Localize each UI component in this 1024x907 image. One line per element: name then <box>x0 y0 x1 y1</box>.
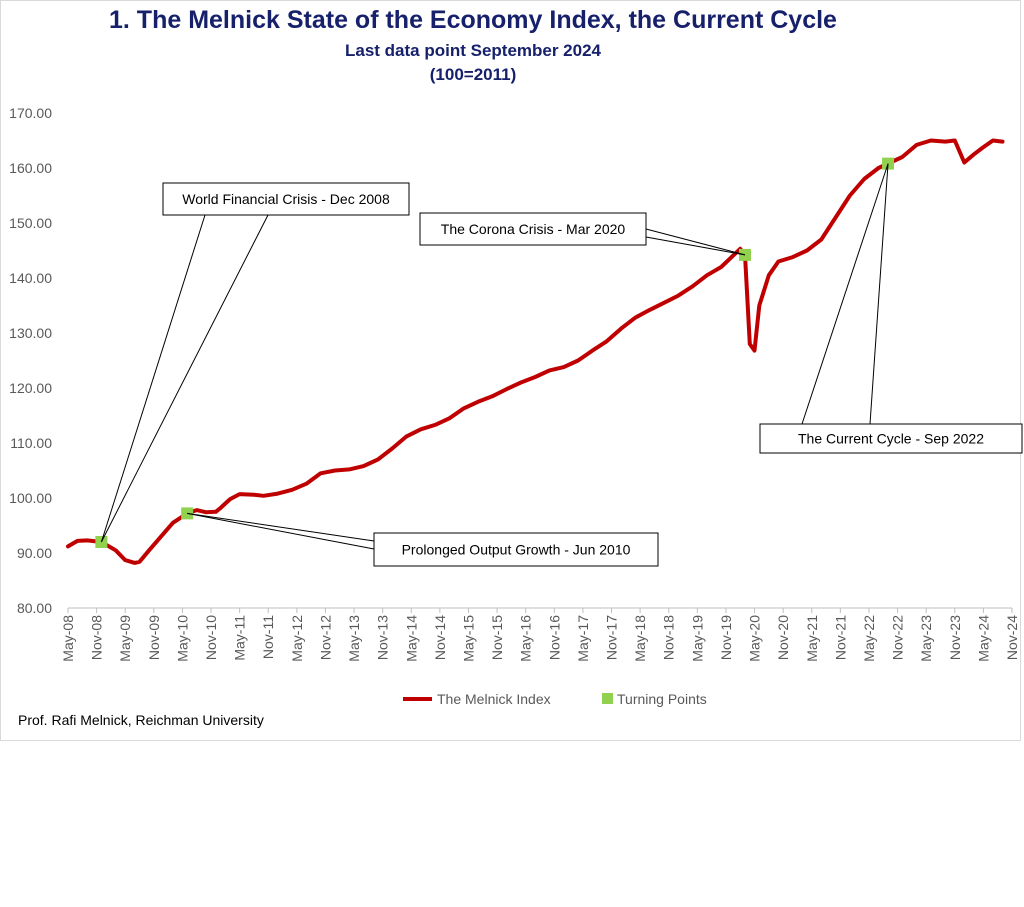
annotation-layer: World Financial Crisis - Dec 2008 The Cor… <box>100 163 1023 567</box>
y-tick-label: 120.00 <box>9 380 52 396</box>
y-tick-label: 100.00 <box>9 490 52 506</box>
x-tick-label: May-22 <box>861 615 877 662</box>
x-tick-label: Nov-14 <box>432 615 448 660</box>
annotation-leader-line <box>645 236 746 256</box>
credit-text: Prof. Rafi Melnick, Reichman University <box>18 712 264 728</box>
annotation-leader-line <box>801 163 889 425</box>
series-line-melnick-index <box>66 138 1005 565</box>
annotation-leader-line <box>100 214 206 543</box>
annotation-box <box>373 532 659 567</box>
x-tick-label: Nov-18 <box>661 615 677 660</box>
x-tick-label: May-12 <box>289 615 305 662</box>
y-tick-label: 140.00 <box>9 270 52 286</box>
x-tick-label: Nov-16 <box>546 615 562 660</box>
annotation-box <box>162 182 410 216</box>
x-tick-label: May-23 <box>918 615 934 662</box>
x-tick-label: Nov-23 <box>947 615 963 660</box>
x-tick-label: Nov-08 <box>89 615 105 660</box>
x-tick-label: Nov-11 <box>260 615 276 659</box>
x-tick-label: May-10 <box>174 615 190 662</box>
x-tick-label: Nov-21 <box>832 615 848 660</box>
annotation-box <box>419 212 647 246</box>
x-tick-label: May-09 <box>117 615 133 662</box>
x-tick-label: May-19 <box>689 615 705 662</box>
annotation-box <box>759 423 1023 454</box>
x-tick-label: May-24 <box>975 615 991 662</box>
x-tick-label: Nov-15 <box>489 615 505 660</box>
y-tick-label: 110.00 <box>10 435 52 451</box>
y-tick-label: 170.00 <box>9 105 52 121</box>
annotation-label: The Current Cycle - Sep 2022 <box>798 431 984 447</box>
x-tick-label: Nov-09 <box>146 615 162 660</box>
chart-title: 1. The Melnick State of the Economy Inde… <box>109 6 837 34</box>
annotation-leader-line <box>187 512 375 542</box>
y-axis: 80.00 90.00 100.00 110.00 120.00 130.00 140.00… <box>9 105 52 616</box>
series-layer <box>66 138 1005 565</box>
legend-marker-turning-points <box>602 693 613 704</box>
annotation-label: The Corona Crisis - Mar 2020 <box>441 221 626 237</box>
x-tick-label: May-11 <box>232 615 248 661</box>
x-tick-label: May-15 <box>460 615 476 662</box>
x-tick-label: Nov-12 <box>317 615 333 660</box>
x-tick-label: Nov-22 <box>890 615 906 660</box>
x-tick-label: Nov-24 <box>1004 615 1020 660</box>
x-tick-label: May-18 <box>632 615 648 662</box>
y-tick-label: 160.00 <box>9 160 52 176</box>
chart-frame <box>0 0 1021 741</box>
legend: The Melnick Index Turning Points <box>403 691 707 707</box>
x-tick-label: Nov-17 <box>604 615 620 660</box>
x-tick-label: Nov-13 <box>375 615 391 660</box>
x-tick-label: May-08 <box>60 615 76 662</box>
x-tick-label: Nov-19 <box>718 615 734 660</box>
x-tick-label: May-21 <box>804 615 820 662</box>
x-tick-label: May-14 <box>403 615 419 662</box>
chart-subtitle: Last data point September 2024 <box>345 41 602 60</box>
chart-subtitle-base: (100=2011) <box>430 65 517 84</box>
y-tick-label: 150.00 <box>9 215 52 231</box>
x-tick-label: May-17 <box>575 615 591 662</box>
y-tick-label: 130.00 <box>9 325 52 341</box>
annotation-label: World Financial Crisis - Dec 2008 <box>182 191 390 207</box>
annotation-leader-line <box>869 163 889 425</box>
x-tick-label: May-16 <box>518 615 534 662</box>
x-tick-label: Nov-20 <box>775 615 791 660</box>
x-tick-label: May-20 <box>747 615 763 662</box>
x-axis: May-08 Nov-08 May-09 Nov-09 May-10 Nov-10 May-… <box>60 607 1020 662</box>
legend-label-melnick-index: The Melnick Index <box>437 691 551 707</box>
legend-label-turning-points: Turning Points <box>617 691 707 707</box>
x-tick-label: Nov-10 <box>203 615 219 660</box>
y-tick-label: 90.00 <box>17 545 52 561</box>
y-tick-label: 80.00 <box>17 600 52 616</box>
annotation-leader-line <box>645 228 746 256</box>
annotation-leader-line <box>187 512 375 550</box>
x-tick-label: May-13 <box>346 615 362 662</box>
annotation-label: Prolonged Output Growth - Jun 2010 <box>402 542 631 558</box>
annotation-leader-line <box>100 214 269 543</box>
